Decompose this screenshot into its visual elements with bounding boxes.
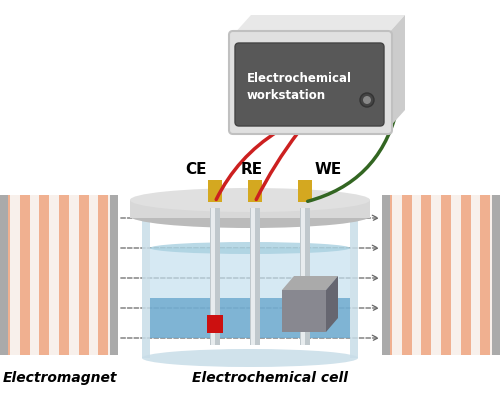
Bar	[10, 195, 20, 355]
Bar	[210, 208, 220, 345]
Text: Electrochemical
workstation: Electrochemical workstation	[247, 72, 352, 102]
Bar	[150, 298, 350, 338]
Bar	[392, 195, 402, 355]
Bar	[350, 218, 358, 358]
Bar	[248, 180, 262, 202]
Bar	[0, 195, 8, 355]
Ellipse shape	[130, 188, 370, 212]
Bar	[130, 200, 370, 218]
Bar	[441, 195, 451, 355]
Bar	[78, 195, 88, 355]
Bar	[451, 195, 460, 355]
FancyBboxPatch shape	[229, 31, 392, 134]
Bar	[402, 195, 411, 355]
Text: Electromagnet: Electromagnet	[3, 371, 117, 385]
Bar	[251, 208, 255, 345]
Text: RE: RE	[241, 162, 263, 178]
Bar	[20, 195, 30, 355]
Ellipse shape	[142, 349, 358, 367]
Circle shape	[360, 93, 374, 107]
Polygon shape	[326, 276, 338, 332]
Bar	[207, 315, 223, 333]
Bar	[298, 180, 312, 202]
Bar	[88, 195, 99, 355]
Bar	[250, 208, 260, 345]
Bar	[142, 218, 150, 358]
Bar	[480, 195, 490, 355]
Bar	[382, 195, 392, 355]
Bar	[150, 248, 350, 338]
Bar	[108, 195, 118, 355]
Bar	[422, 195, 431, 355]
Ellipse shape	[130, 204, 370, 228]
Polygon shape	[233, 15, 405, 35]
Text: CE: CE	[185, 162, 206, 178]
Circle shape	[363, 96, 371, 104]
Bar	[301, 208, 305, 345]
Bar	[0, 195, 10, 355]
Bar	[211, 208, 215, 345]
Bar	[69, 195, 78, 355]
Bar	[382, 195, 390, 355]
Bar	[492, 195, 500, 355]
Bar	[412, 195, 422, 355]
Text: WE: WE	[315, 162, 342, 178]
Bar	[431, 195, 441, 355]
Ellipse shape	[150, 242, 350, 254]
Bar	[460, 195, 470, 355]
Bar	[30, 195, 40, 355]
Polygon shape	[282, 290, 326, 332]
Bar	[49, 195, 59, 355]
Bar	[110, 195, 118, 355]
Bar	[208, 180, 222, 202]
Bar	[59, 195, 69, 355]
Bar	[300, 208, 310, 345]
Polygon shape	[282, 276, 338, 290]
Bar	[470, 195, 480, 355]
FancyBboxPatch shape	[235, 43, 384, 126]
Polygon shape	[387, 15, 405, 130]
Bar	[490, 195, 500, 355]
Bar	[40, 195, 49, 355]
Text: Electrochemical cell: Electrochemical cell	[192, 371, 348, 385]
Bar	[98, 195, 108, 355]
